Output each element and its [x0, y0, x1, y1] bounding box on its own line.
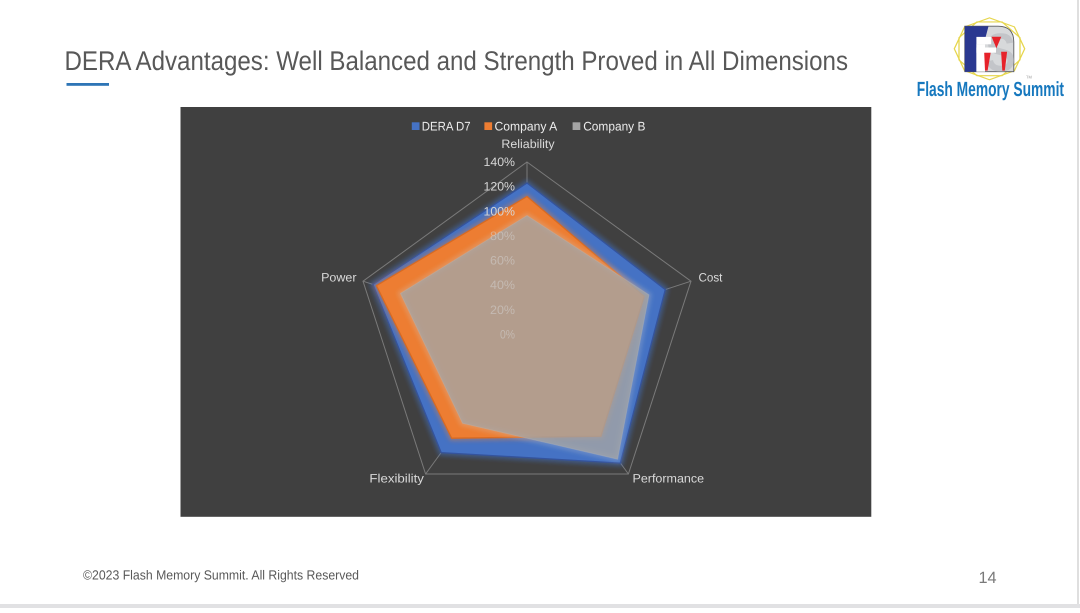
svg-text:Cost: Cost [699, 271, 723, 285]
svg-text:DERA D7: DERA D7 [422, 120, 471, 134]
svg-text:14: 14 [978, 569, 996, 587]
svg-text:Flexibility: Flexibility [369, 472, 424, 486]
svg-text:0%: 0% [500, 328, 515, 342]
svg-text:60%: 60% [490, 254, 515, 268]
svg-text:©2023 Flash Memory Summit. All: ©2023 Flash Memory Summit. All Rights Re… [83, 568, 359, 583]
svg-text:100%: 100% [484, 204, 516, 218]
svg-text:Power: Power [321, 271, 356, 285]
svg-text:DERA Advantages: Well Balanced: DERA Advantages: Well Balanced and Stren… [65, 46, 849, 76]
svg-text:80%: 80% [490, 229, 515, 243]
svg-text:Company B: Company B [583, 120, 645, 134]
svg-text:20%: 20% [490, 303, 515, 317]
svg-text:Performance: Performance [633, 472, 705, 486]
svg-text:Company A: Company A [495, 120, 558, 134]
svg-text:Flash Memory Summit: Flash Memory Summit [917, 78, 1064, 101]
svg-text:140%: 140% [484, 155, 516, 169]
svg-text:120%: 120% [484, 180, 516, 194]
svg-text:Reliability: Reliability [501, 137, 555, 151]
svg-text:40%: 40% [490, 278, 515, 292]
svg-text:TM: TM [1026, 75, 1032, 80]
